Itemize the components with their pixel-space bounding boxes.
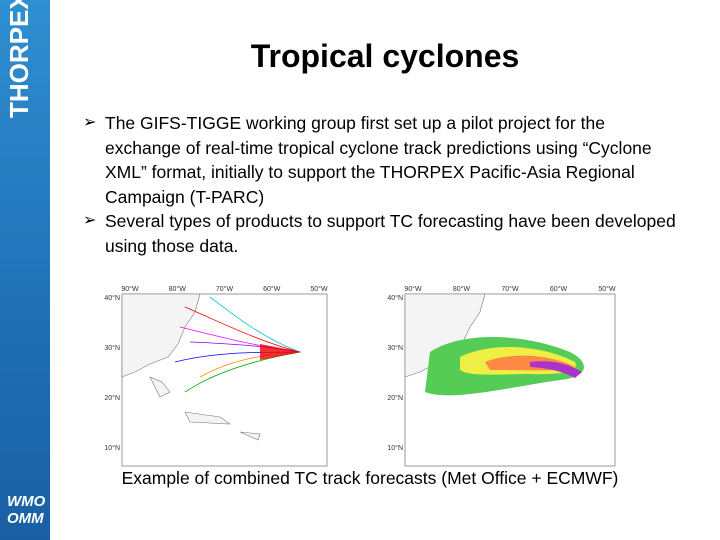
sidebar: THORPEX WMO OMM [0,0,50,540]
org-wmo: WMO [7,493,46,510]
maps: 90°W 80°W 70°W 60°W 50°W 40°N 30°N 20°N 10°N 90°W… [104,285,616,467]
caption: Example of combined TC track forecasts (… [121,468,619,488]
lon-label: 80°W [453,285,471,293]
map-left [121,293,328,467]
lat-label: 10°N [104,444,120,452]
lat-label: 30°N [387,344,403,352]
bullet-list: ➢ The GIFS-TIGGE working group first set … [83,111,683,258]
track-head [260,344,302,360]
org-omm: OMM [7,510,44,527]
lat-label: 30°N [104,344,120,352]
lon-label: 60°W [263,285,281,293]
lon-label: 90°W [121,285,139,293]
title: Tropical cyclones [250,38,520,74]
land [121,293,201,378]
map-right [404,293,616,467]
lon-label: 90°W [404,285,422,293]
lat-label: 10°N [387,444,403,452]
logo: THORPEX [4,0,34,118]
lon-label: 70°W [501,285,519,293]
lon-label: 80°W [169,285,187,293]
lat-label: 40°N [387,294,403,302]
lon-label: 50°W [310,285,328,293]
bullet-text: The GIFS-TIGGE working group first set u… [105,113,652,207]
lon-label: 60°W [550,285,568,293]
bullet-text: Several types of products to support TC … [105,211,676,256]
lat-label: 20°N [104,394,120,402]
bullet-arrow: ➢ [83,114,97,131]
lat-label: 20°N [387,394,403,402]
lat-label: 40°N [104,294,120,302]
bullet: ➢ The GIFS-TIGGE working group first set … [83,111,683,209]
bullet: ➢ Several types of products to support TC… [83,209,683,258]
lon-label: 70°W [216,285,234,293]
prob-top [530,361,582,378]
lon-label: 50°W [598,285,616,293]
islands [149,376,261,441]
bullet-arrow: ➢ [83,212,97,229]
